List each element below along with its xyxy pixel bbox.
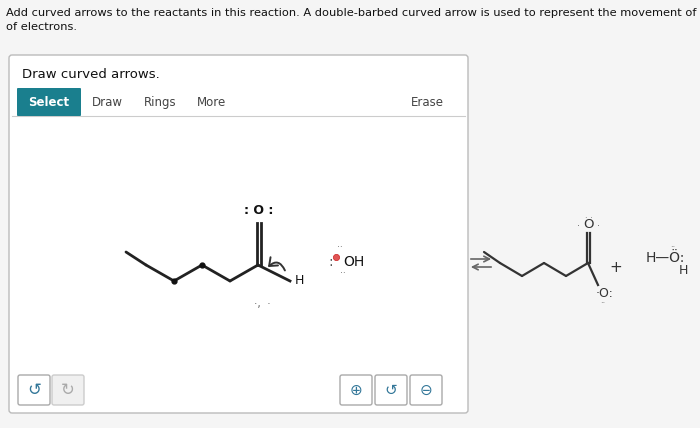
Text: ↺: ↺ [384,383,398,398]
Text: Draw curved arrows.: Draw curved arrows. [22,68,160,81]
FancyBboxPatch shape [375,375,407,405]
Text: ↻: ↻ [61,381,75,399]
Text: ⊖: ⊖ [419,383,433,398]
Text: +: + [610,261,622,276]
Text: Rings: Rings [144,95,176,109]
FancyBboxPatch shape [9,55,468,413]
Text: : O :: : O : [244,204,274,217]
FancyArrowPatch shape [269,257,285,270]
FancyBboxPatch shape [410,375,442,405]
Text: H—Ö:: H—Ö: [645,251,685,265]
Text: ··: ·· [601,299,606,308]
Text: Select: Select [29,95,69,109]
Text: ⊕: ⊕ [349,383,363,398]
Text: Draw: Draw [92,95,122,109]
Text: ··: ·· [337,244,343,253]
Text: Erase: Erase [410,95,444,109]
Text: H: H [678,264,687,276]
Text: H: H [295,274,304,288]
Text: ·O:: ·O: [596,287,614,300]
FancyBboxPatch shape [340,375,372,405]
FancyBboxPatch shape [18,375,50,405]
Text: O: O [584,218,594,231]
Text: ··: ·· [671,244,676,253]
Text: :: : [329,255,333,269]
Text: ·: · [577,221,580,231]
Text: OH: OH [343,255,364,269]
Text: ·: · [596,221,599,231]
FancyBboxPatch shape [52,375,84,405]
Text: ↺: ↺ [27,381,41,399]
Text: ··: ·· [340,270,346,279]
Text: Add curved arrows to the reactants in this reaction. A double-barbed curved arro: Add curved arrows to the reactants in th… [6,8,700,18]
Text: · ·: · · [585,214,593,223]
Text: ·,  ·: ·, · [253,299,270,309]
Text: More: More [197,95,227,109]
FancyBboxPatch shape [17,88,81,116]
Text: of electrons.: of electrons. [6,22,77,32]
